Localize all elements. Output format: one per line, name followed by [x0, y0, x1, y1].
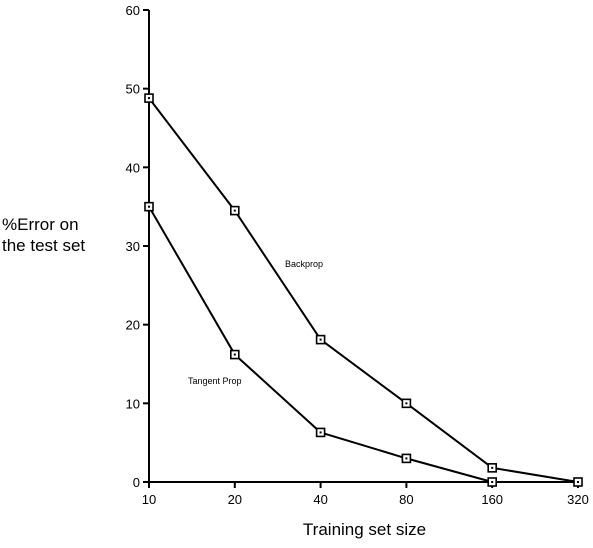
marker-dot-tangent-prop-80	[405, 457, 408, 460]
x-tick-label-160: 160	[481, 492, 503, 507]
marker-dot-tangent-prop-10	[148, 205, 150, 208]
series-label-backprop: Backprop	[285, 259, 323, 269]
y-tick-label-20: 20	[126, 318, 140, 333]
y-tick-label-50: 50	[126, 82, 140, 97]
marker-dot-backprop-20	[233, 209, 236, 212]
marker-dot-backprop-160	[491, 466, 494, 469]
marker-dot-backprop-80	[405, 402, 408, 405]
series-label-tangent-prop: Tangent Prop	[188, 376, 242, 386]
x-tick-label-20: 20	[228, 492, 242, 507]
y-axis-label-line-2: the test set	[2, 236, 86, 255]
y-tick-label-40: 40	[126, 160, 140, 175]
y-tick-label-30: 30	[126, 239, 140, 254]
y-axis-label: %Error on the test set	[2, 214, 85, 256]
x-tick-label-10: 10	[142, 492, 156, 507]
marker-dot-tangent-prop-20	[233, 353, 236, 356]
x-tick-label-40: 40	[313, 492, 327, 507]
marker-dot-backprop-320	[577, 481, 579, 483]
marker-dot-tangent-prop-160	[491, 481, 494, 483]
y-axis-label-line-1: %Error on	[2, 215, 79, 234]
x-tick-label-320: 320	[567, 492, 589, 507]
series-line-backprop	[148, 97, 579, 483]
marker-dot-tangent-prop-40	[319, 431, 322, 434]
marker-dot-backprop-10	[148, 97, 150, 100]
y-tick-label-60: 60	[126, 3, 140, 18]
y-tick-label-10: 10	[126, 396, 140, 411]
x-tick-label-80: 80	[399, 492, 413, 507]
x-axis-label: Training set size	[302, 520, 427, 539]
marker-dot-backprop-40	[319, 338, 322, 341]
y-tick-label-0: 0	[133, 475, 140, 490]
